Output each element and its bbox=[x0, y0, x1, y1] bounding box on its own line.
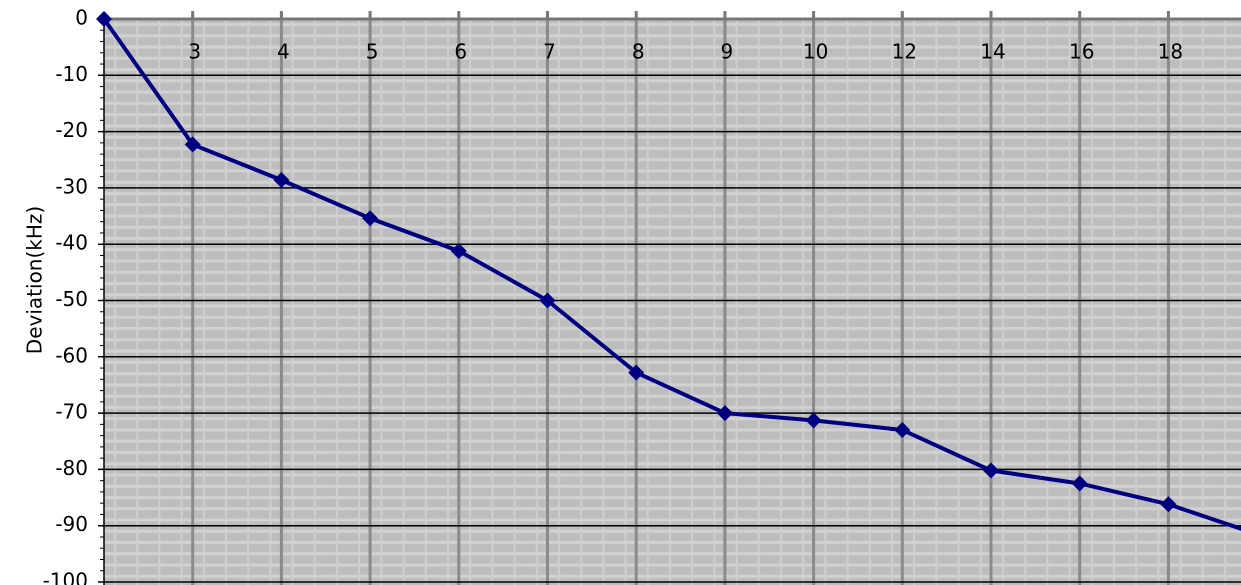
y-tick-label: 0 bbox=[75, 6, 88, 30]
data-point bbox=[628, 364, 645, 381]
y-tick-label: -60 bbox=[55, 343, 88, 367]
y-tick-label: -70 bbox=[55, 400, 88, 424]
x-tick-label: 8 bbox=[632, 40, 645, 64]
data-point bbox=[894, 421, 911, 438]
data-point bbox=[450, 242, 467, 259]
y-tick-label: -30 bbox=[55, 174, 88, 198]
data-point bbox=[362, 210, 379, 227]
data-point bbox=[184, 136, 201, 153]
x-tick-label: 14 bbox=[980, 40, 1005, 64]
y-tick-label: -40 bbox=[55, 231, 88, 255]
data-point bbox=[983, 462, 999, 479]
y-tick-label: -90 bbox=[55, 512, 88, 536]
y-tick-label: -80 bbox=[55, 456, 88, 480]
x-tick-label: 7 bbox=[543, 40, 556, 64]
x-tick-label: 4 bbox=[277, 40, 290, 64]
data-point bbox=[1160, 496, 1177, 513]
data-point bbox=[273, 172, 290, 189]
x-tick-label: 9 bbox=[721, 40, 734, 64]
data-line bbox=[102, 17, 1241, 531]
y-axis-label: Deviation(kHz) bbox=[23, 206, 47, 354]
data-point bbox=[539, 292, 556, 309]
data-point bbox=[805, 412, 822, 429]
x-tick-label: 5 bbox=[366, 40, 379, 64]
data-point bbox=[1071, 475, 1088, 492]
x-tick-label: 6 bbox=[454, 40, 467, 64]
x-tick-label: 18 bbox=[1158, 40, 1183, 64]
y-tick-label: -50 bbox=[55, 287, 88, 311]
y-tick-label: -100 bbox=[43, 569, 88, 585]
plot-background bbox=[104, 19, 1241, 585]
data-point bbox=[716, 405, 733, 422]
y-tick-label: -20 bbox=[55, 118, 88, 142]
x-tick-label: 12 bbox=[892, 40, 917, 64]
x-tick-label: 10 bbox=[803, 40, 828, 64]
y-tick-label: -10 bbox=[55, 62, 88, 86]
x-tick-label: 16 bbox=[1069, 40, 1094, 64]
x-tick-label: 3 bbox=[188, 40, 201, 64]
data-point bbox=[96, 11, 112, 27]
